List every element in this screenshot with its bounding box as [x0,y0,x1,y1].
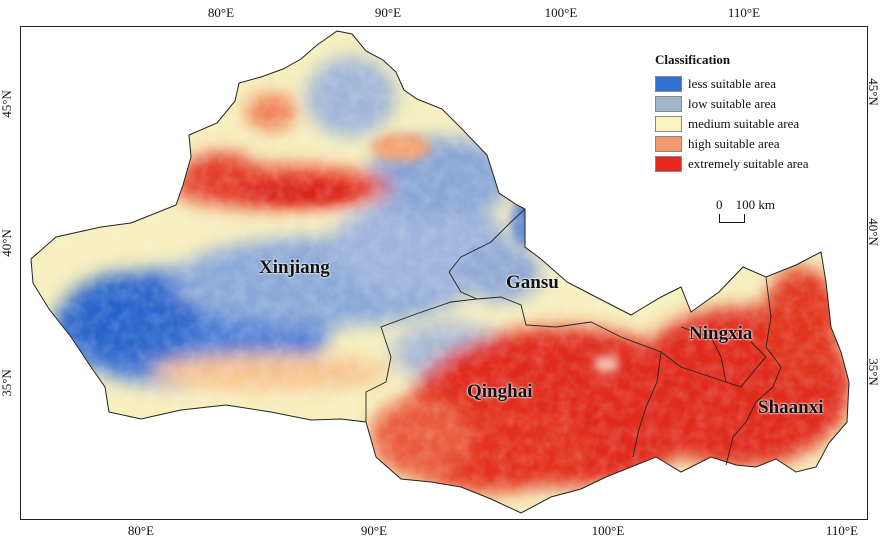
lon-tick-bottom-90: 90°E [360,523,388,538]
legend-item-low-suitable: low suitable area [655,94,855,114]
legend-item-less-suitable: less suitable area [655,74,855,94]
lat-tick-right-35: 35°N [865,358,881,386]
map-frame: Xinjiang Gansu Qinghai Ningxia Shaanxi [20,26,868,520]
lon-tick-top-90: 90°E [374,5,402,20]
legend-title: Classification [655,52,731,67]
legend: Classification less suitable area low su… [655,52,855,174]
border-shaanxi [725,276,782,466]
border-qinghai-gansu [476,296,662,458]
lon-tick-top-80: 80°E [207,5,235,20]
scale-distance-label: 100 km [735,197,775,212]
lon-tick-bottom-80: 80°E [127,523,155,538]
legend-label: less suitable area [688,76,777,91]
legend-label: high suitable area [688,136,780,151]
legend-label: extremely suitable area [688,156,809,171]
legend-swatch-low-suitable [655,96,682,112]
legend-item-extremely-suitable: extremely suitable area [655,154,855,174]
legend-swatch-less-suitable [655,76,682,92]
region-label-gansu: Gansu [506,272,559,293]
lon-tick-bottom-110: 110°E [825,523,859,538]
scale-line [719,214,745,223]
legend-label: medium suitable area [688,116,800,131]
lat-tick-left-45: 45°N [0,90,14,118]
lat-tick-left-40: 40°N [0,229,14,257]
lat-tick-right-40: 40°N [865,218,881,246]
legend-swatch-medium-suitable [655,116,682,132]
border-xinjiang [365,271,479,422]
legend-swatch-high-suitable [655,136,682,152]
lon-tick-bottom-100: 100°E [591,523,625,538]
region-label-shaanxi: Shaanxi [758,397,824,418]
legend-swatch-extremely-suitable [655,156,682,172]
legend-item-medium-suitable: medium suitable area [655,114,855,134]
border-gansu-south [660,351,727,383]
legend-label: low suitable area [688,96,777,111]
region-label-xinjiang: Xinjiang [259,257,330,278]
scale-zero-label: 0 [716,197,723,212]
lat-tick-right-45: 45°N [865,78,881,106]
border-ningxia [680,326,767,388]
legend-item-high-suitable: high suitable area [655,134,855,154]
lon-tick-top-100: 100°E [544,5,578,20]
suitability-map [30,30,850,514]
region-label-ningxia: Ningxia [689,323,753,344]
border-xinjiang-gansu [448,208,526,273]
lon-tick-top-110: 110°E [727,5,761,20]
region-outline [30,30,850,514]
lat-tick-left-35: 35°N [0,369,14,397]
scale-bar: 0 100 km [716,194,775,223]
region-label-qinghai: Qinghai [467,381,533,402]
